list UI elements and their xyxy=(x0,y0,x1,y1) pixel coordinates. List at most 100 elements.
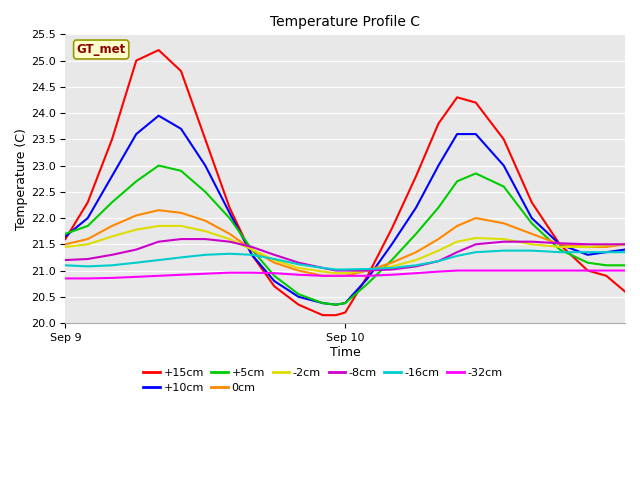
+5cm xyxy=(556,247,564,252)
-16cm xyxy=(271,256,278,262)
-32cm xyxy=(364,273,371,279)
+15cm xyxy=(108,136,116,142)
+10cm xyxy=(556,241,564,247)
+15cm xyxy=(412,173,420,179)
0cm xyxy=(332,273,340,279)
+15cm xyxy=(500,136,508,142)
Line: 0cm: 0cm xyxy=(65,210,625,276)
+5cm xyxy=(61,231,69,237)
0cm xyxy=(248,247,256,252)
+5cm xyxy=(177,168,185,174)
+10cm xyxy=(202,163,209,168)
0cm xyxy=(584,244,591,250)
-8cm xyxy=(108,252,116,258)
+15cm xyxy=(528,199,536,205)
-16cm xyxy=(472,249,479,255)
+15cm xyxy=(294,302,302,308)
+10cm xyxy=(84,215,92,221)
0cm xyxy=(364,268,371,274)
-8cm xyxy=(132,247,140,252)
+15cm xyxy=(332,312,340,318)
-32cm xyxy=(61,276,69,281)
-8cm xyxy=(248,244,256,250)
-2cm xyxy=(248,247,256,252)
-2cm xyxy=(435,248,442,253)
-8cm xyxy=(472,241,479,247)
0cm xyxy=(341,273,349,279)
-32cm xyxy=(500,268,508,274)
Y-axis label: Temperature (C): Temperature (C) xyxy=(15,128,28,229)
-32cm xyxy=(388,272,396,277)
-8cm xyxy=(341,268,349,274)
-16cm xyxy=(84,264,92,269)
+5cm xyxy=(412,231,420,237)
-32cm xyxy=(472,268,479,274)
-16cm xyxy=(453,253,461,259)
-8cm xyxy=(226,239,234,245)
+10cm xyxy=(388,241,396,247)
+15cm xyxy=(472,100,479,106)
-16cm xyxy=(412,263,420,268)
+15cm xyxy=(453,95,461,100)
-32cm xyxy=(155,273,163,279)
0cm xyxy=(319,273,326,279)
-16cm xyxy=(364,266,371,272)
-16cm xyxy=(202,252,209,258)
+10cm xyxy=(319,300,326,306)
+10cm xyxy=(584,252,591,258)
-32cm xyxy=(271,270,278,276)
+5cm xyxy=(294,291,302,297)
-16cm xyxy=(435,258,442,264)
-8cm xyxy=(435,258,442,264)
-2cm xyxy=(332,270,340,276)
-32cm xyxy=(294,272,302,277)
0cm xyxy=(621,241,629,247)
Line: -8cm: -8cm xyxy=(65,239,625,271)
-16cm xyxy=(155,257,163,263)
-2cm xyxy=(271,257,278,263)
+10cm xyxy=(621,247,629,252)
-16cm xyxy=(226,251,234,257)
-8cm xyxy=(556,240,564,246)
-8cm xyxy=(528,239,536,245)
-32cm xyxy=(621,268,629,274)
0cm xyxy=(556,241,564,247)
+5cm xyxy=(202,189,209,195)
-8cm xyxy=(584,241,591,247)
0cm xyxy=(271,260,278,265)
-8cm xyxy=(61,257,69,263)
+15cm xyxy=(248,252,256,258)
0cm xyxy=(602,244,610,250)
Line: -2cm: -2cm xyxy=(65,226,625,273)
+5cm xyxy=(584,260,591,265)
-16cm xyxy=(177,254,185,260)
-8cm xyxy=(388,266,396,272)
+15cm xyxy=(602,273,610,279)
-16cm xyxy=(500,248,508,253)
-8cm xyxy=(602,241,610,247)
+15cm xyxy=(341,310,349,315)
-16cm xyxy=(602,249,610,255)
-8cm xyxy=(500,239,508,245)
0cm xyxy=(453,223,461,229)
-8cm xyxy=(453,249,461,255)
+10cm xyxy=(108,173,116,179)
+10cm xyxy=(364,276,371,281)
+5cm xyxy=(528,220,536,226)
-16cm xyxy=(61,263,69,268)
+15cm xyxy=(435,120,442,126)
+10cm xyxy=(435,163,442,168)
Line: -32cm: -32cm xyxy=(65,271,625,278)
+10cm xyxy=(500,163,508,168)
-32cm xyxy=(248,270,256,276)
Line: +10cm: +10cm xyxy=(65,116,625,305)
-16cm xyxy=(108,263,116,268)
+5cm xyxy=(319,300,326,306)
-16cm xyxy=(584,249,591,255)
X-axis label: Time: Time xyxy=(330,346,360,359)
+15cm xyxy=(155,47,163,53)
+15cm xyxy=(84,199,92,205)
0cm xyxy=(500,220,508,226)
-32cm xyxy=(132,274,140,280)
0cm xyxy=(226,231,234,237)
